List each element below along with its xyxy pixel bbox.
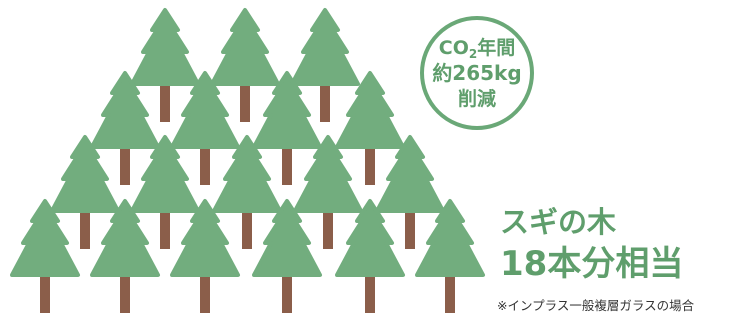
tree-crown: [212, 10, 278, 84]
badge-rest: 年間: [477, 36, 515, 59]
badge-co: CO: [439, 37, 469, 59]
badge-line3: 削減: [458, 87, 496, 110]
tree-crown: [132, 10, 198, 84]
infographic: CO2年間 約265kg 削減 スギの木 18本分相当 ※インプラス一般複層ガラ…: [0, 0, 739, 318]
headline-line2: 18本分相当: [500, 244, 683, 284]
note: ※インプラス一般複層ガラスの場合: [497, 298, 695, 313]
trees: [12, 10, 483, 313]
badge-sub: 2: [469, 47, 477, 61]
badge-line2: 約265kg: [432, 61, 521, 85]
headline-line1: スギの木: [500, 205, 616, 239]
tree-crown: [292, 10, 358, 84]
badge-line1: CO2年間: [439, 36, 515, 61]
page: {"circle": {"line1": {"main": "CO", "sub…: [0, 0, 739, 318]
